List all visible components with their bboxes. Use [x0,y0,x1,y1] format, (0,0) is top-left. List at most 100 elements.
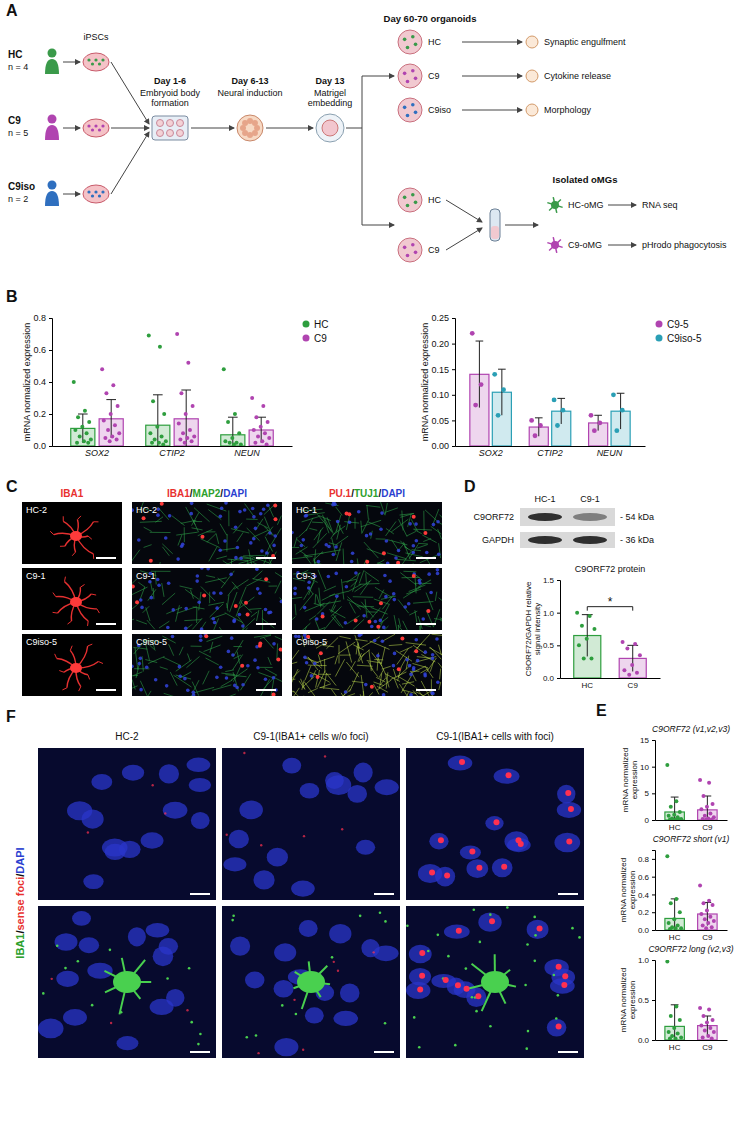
nucleus [392,664,396,668]
rna-focus [489,918,495,924]
data-point [254,415,258,419]
fiber [230,592,238,612]
iba1-speck [246,1036,249,1039]
fiber [221,571,234,588]
image-background [292,634,442,696]
nucleus [227,650,231,654]
data-point [184,412,188,416]
fiber [423,539,431,542]
rna-focus [565,790,571,796]
fiber [251,612,257,617]
arrow [446,228,482,250]
data-point [153,438,157,442]
fiber [338,689,350,696]
nucleus [432,523,436,527]
fiber [408,563,413,564]
data-point [633,642,637,646]
nucleus [436,572,440,576]
data-point [705,805,709,809]
group-label: HC [8,49,22,60]
fiber [361,520,381,527]
nucleus [467,859,489,878]
microglia-process [68,621,72,624]
tick-mark [652,960,655,961]
y-tick: 0.0 [638,926,655,935]
rna-focus [469,848,475,854]
data-point [496,413,501,418]
data-point [250,396,254,400]
data-point [665,960,669,964]
iba1-speck [489,1025,492,1028]
y-axis: 0.00.51.0 [638,956,656,1045]
data-point [665,763,669,767]
fiber [326,637,338,648]
microglia-process [53,593,56,597]
panel-a: iPSCsHCn = 4C9n = 5C9ison = 2Day 1-6Embr… [8,13,727,262]
rosette-petal [252,120,258,126]
data-point [492,372,497,377]
nucleus [307,581,311,585]
microglia-process [88,644,93,646]
nucleus [274,980,294,998]
nucleus [436,520,440,524]
data-point [678,810,682,814]
nucleus [429,833,448,849]
microglia-process [79,687,81,692]
fiber [356,644,357,655]
nucleus [485,816,503,830]
nucleus [262,507,266,511]
fiber [403,571,416,573]
data-point [263,431,267,435]
nucleus [266,503,270,507]
micrograph [22,634,122,696]
nucleus [239,801,263,820]
microglia-speck [400,637,404,641]
microglia-process [50,531,54,534]
nucleus [334,572,338,576]
fiber [292,562,293,564]
tick-label: C9 [702,933,713,942]
assay-icon [526,104,538,116]
fiber [275,581,281,594]
fiber [394,615,398,630]
data-point [191,404,195,408]
data-point [699,807,703,811]
fiber [211,618,219,630]
tick-label: 1.5 [543,576,555,585]
legend-swatch [303,321,310,328]
text-part: IBA1 [167,488,190,499]
y-tick: 0.5 [638,996,655,1005]
data-point [87,420,91,424]
fiber [363,691,365,696]
image-label: HC-2 [136,505,157,515]
axis-line [652,851,656,931]
data-point [72,380,76,384]
data-point [82,439,86,443]
nucleus [414,522,418,526]
x-tick: NEUN [597,448,623,458]
data-point [706,921,710,925]
microglia-speck [273,504,277,508]
rna-focus [475,993,481,999]
fiber [243,555,264,556]
fiber [133,672,142,676]
data-point [710,817,714,820]
fiber [135,648,138,670]
tick-label: HC [669,933,681,942]
data-point [707,1008,711,1012]
nucleus [347,785,367,803]
data-point [592,627,596,631]
fiber [157,562,161,564]
data-point [665,854,669,858]
iba1-speck [501,985,504,988]
fiber [418,543,428,545]
tick-label: HC [669,823,681,832]
tick-mark [49,446,52,447]
axis-line [656,930,728,931]
step-day: Day 1-6 [154,76,186,86]
fiber [132,603,139,616]
image-background [132,568,282,630]
fiber [292,669,298,685]
nucleus [408,522,412,526]
red-speck [226,834,228,836]
